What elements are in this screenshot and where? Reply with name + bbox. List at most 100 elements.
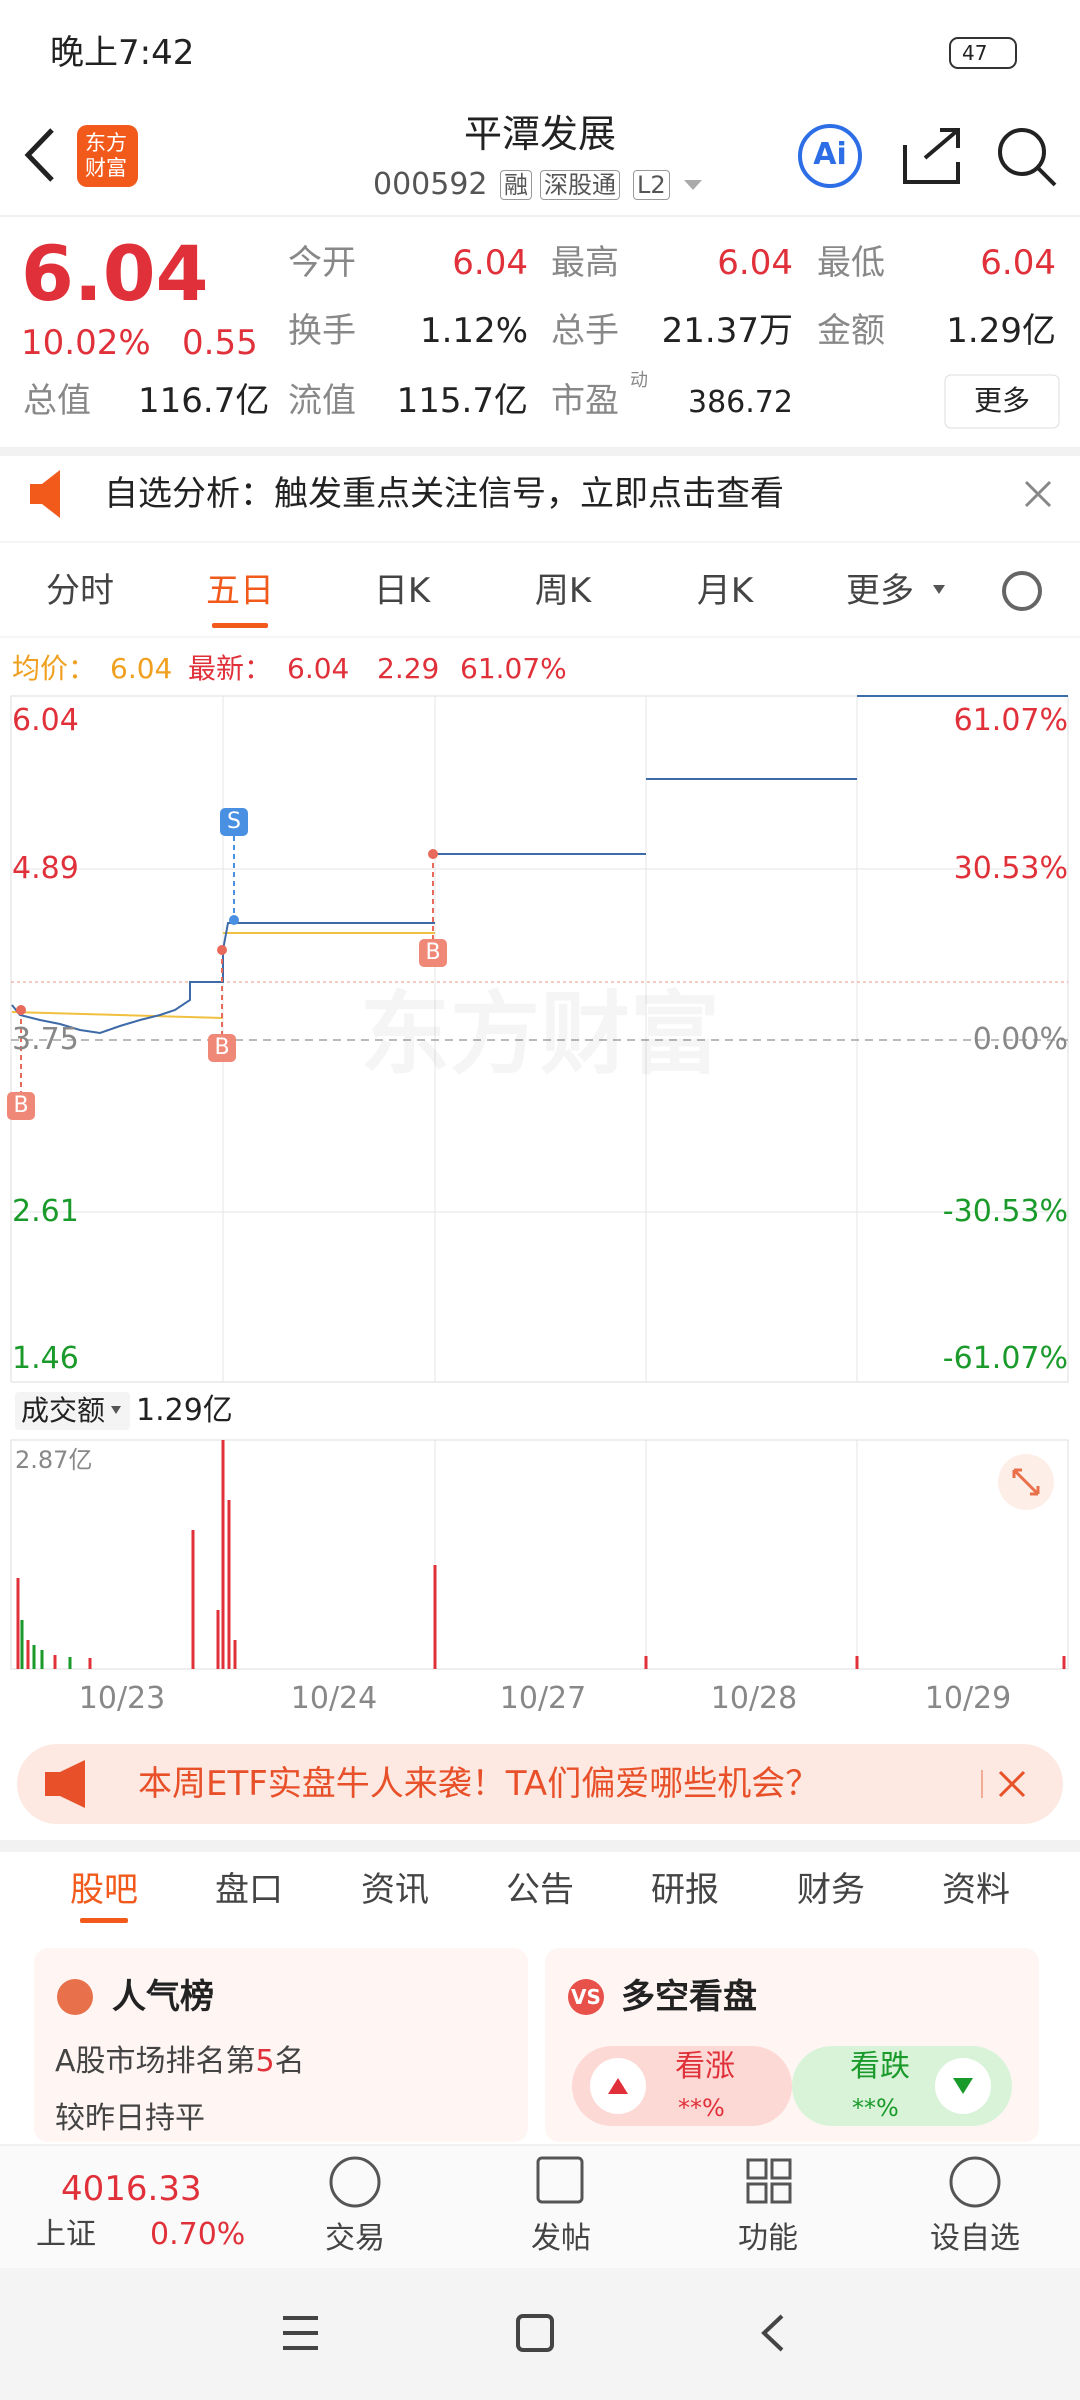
ai-label[interactable]: Ai (813, 137, 847, 172)
down-pct: **% (852, 2094, 899, 2122)
nav-label[interactable]: 设自选 (930, 2221, 1020, 2256)
volume-max: 2.87亿 (15, 1446, 93, 1474)
battery-level: 47 (962, 41, 988, 65)
logo-text: 财富 (85, 156, 127, 180)
legend-label: 最新： (188, 652, 273, 685)
back-key[interactable] (761, 2314, 784, 2352)
field-value: 1.29亿 (946, 311, 1056, 351)
field-value: 386.72 (688, 385, 793, 420)
field-label: 市盈 (551, 381, 619, 421)
close-icon[interactable] (998, 1770, 1026, 1798)
index-name[interactable]: 上证 (36, 2217, 96, 2252)
volume-selector-label[interactable]: 成交额 (21, 1394, 106, 1427)
marker-box (419, 939, 447, 967)
legend-value: 6.04 (110, 652, 173, 685)
section-tab[interactable]: 公告 (506, 1870, 574, 1910)
field-label: 今开 (288, 243, 356, 283)
marker-lines (20, 836, 434, 1094)
chart-tab-active[interactable]: 五日 (206, 571, 274, 611)
section-tab[interactable]: 资讯 (361, 1870, 429, 1910)
ai-icon[interactable] (798, 124, 862, 188)
section-tab[interactable]: 研报 (651, 1870, 719, 1910)
date-label: 10/23 (78, 1681, 166, 1716)
more-button[interactable] (944, 374, 1060, 429)
badge: 融 (500, 170, 532, 200)
card-title[interactable]: 人气榜 (112, 1977, 214, 2017)
legend-value: 6.04 (287, 652, 350, 685)
settings-icon[interactable] (1002, 571, 1042, 611)
watchlist-icon[interactable] (949, 2156, 1001, 2208)
marker-dot (428, 849, 438, 859)
index-pct[interactable]: 0.70% (150, 2217, 246, 2252)
field-value: 21.37万 (661, 311, 793, 351)
chart-tab[interactable]: 周K (534, 571, 592, 611)
post-icon[interactable] (536, 2156, 584, 2204)
marker-label: B (13, 1093, 29, 1118)
chart-tab[interactable]: 月K (696, 571, 754, 611)
battery (949, 37, 1017, 69)
time: 晚上7:42 (50, 33, 195, 73)
share-icon[interactable] (903, 128, 960, 184)
chart-tab[interactable]: 日K (373, 571, 431, 611)
axis-label: 6.04 (12, 703, 79, 738)
banner-text[interactable]: 本周ETF实盘牛人来袭！TA们偏爱哪些机会？ (138, 1764, 820, 1804)
down-arrow (953, 2078, 973, 2094)
date-label: 10/29 (924, 1681, 1012, 1716)
home-key[interactable] (516, 2314, 554, 2352)
axis-label: 3.75 (12, 1022, 79, 1057)
close-icon[interactable] (1024, 480, 1052, 508)
search-icon[interactable] (998, 128, 1046, 176)
gap (0, 1840, 1080, 1852)
stock-code: 000592 (373, 167, 488, 202)
field-label: 流值 (288, 381, 356, 421)
marker-label: B (425, 940, 441, 965)
badge: 深股通 (540, 170, 620, 200)
up-label: 看涨 (675, 2049, 735, 2084)
rank-icon (57, 1979, 93, 2015)
price: 6.04 (21, 229, 209, 318)
card[interactable] (34, 1948, 528, 2142)
system-nav (0, 2268, 1080, 2400)
menu-key[interactable] (283, 2316, 318, 2350)
up-pct: **% (678, 2094, 725, 2122)
axis-label: 30.53% (953, 851, 1068, 886)
marker-dot (217, 945, 227, 955)
trade-icon[interactable] (329, 2156, 381, 2208)
field-value: 115.7亿 (396, 381, 528, 421)
card-title[interactable]: 多空看盘 (621, 1977, 757, 2017)
axis-label: 2.61 (12, 1194, 79, 1229)
back-icon[interactable] (24, 128, 54, 182)
chart-tab[interactable]: 分时 (46, 571, 114, 611)
vs-icon-text: VS (571, 1985, 601, 2009)
axis-label: -61.07% (942, 1341, 1068, 1376)
section-tab-active[interactable]: 股吧 (70, 1870, 138, 1910)
volume-selector[interactable] (15, 1392, 130, 1430)
change-pct: 10.02% (21, 323, 151, 363)
field-label: 总手 (551, 311, 619, 351)
index-value[interactable]: 4016.33 (61, 2169, 202, 2209)
nav-label[interactable]: 交易 (325, 2221, 385, 2256)
chart-tab[interactable]: 更多 (846, 571, 914, 611)
field-value: 1.12% (419, 311, 528, 351)
gap (0, 447, 1080, 456)
price-line (11, 922, 435, 1035)
field-label: 总值 (23, 381, 91, 421)
rank-prefix: A股市场排名第5名 (55, 2047, 305, 2077)
text: A股市场排名第 (55, 2044, 256, 2079)
nav-label[interactable]: 功能 (738, 2221, 798, 2256)
more-label[interactable]: 更多 (973, 384, 1031, 417)
speaker-icon (30, 470, 60, 518)
vs-icon (568, 1979, 604, 2015)
function-icon[interactable] (746, 2158, 792, 2204)
section-tab[interactable]: 盘口 (215, 1870, 283, 1910)
banner-bg[interactable] (17, 1744, 1063, 1824)
nav-label[interactable]: 发帖 (531, 2221, 591, 2256)
notice[interactable]: 自选分析：触发重点关注信号，立即点击查看 (104, 474, 784, 514)
field-label: 金额 (817, 311, 885, 351)
section-tab[interactable]: 资料 (942, 1870, 1010, 1910)
section-tab[interactable]: 财务 (797, 1870, 865, 1910)
axis-label: 4.89 (12, 851, 79, 886)
axis-label: 61.07% (953, 703, 1068, 738)
date-label: 10/28 (710, 1681, 798, 1716)
